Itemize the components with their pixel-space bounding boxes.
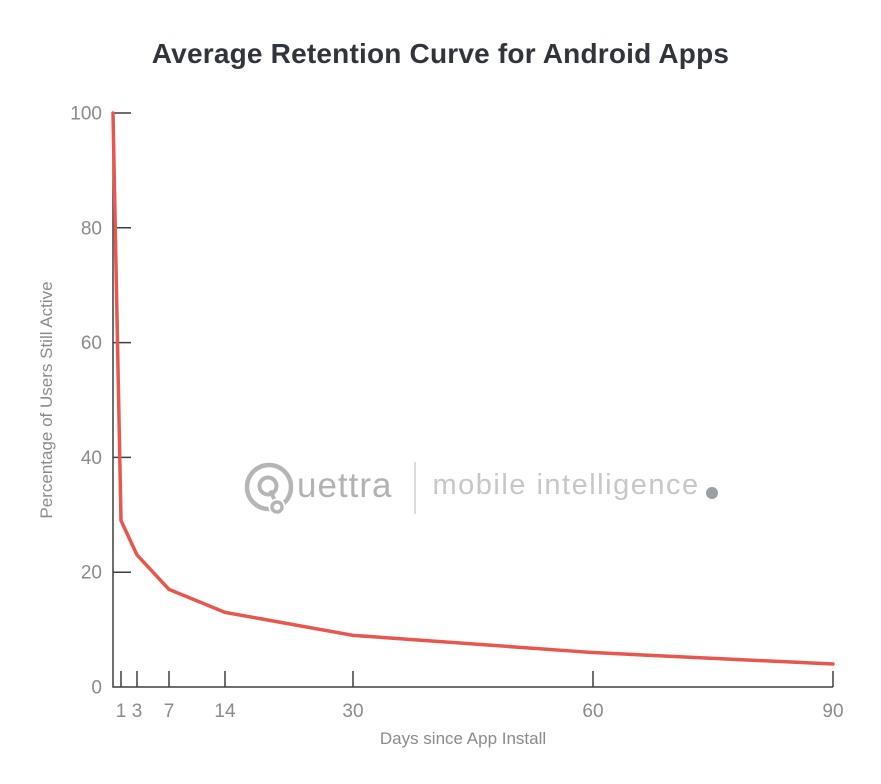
- x-axis-ticks: 1 3 7 14 30 60 90: [116, 671, 844, 722]
- y-axis-ticks: 0 20 40 60 80 100: [70, 104, 131, 699]
- y-tick-label: 0: [91, 678, 102, 699]
- x-axis-title: Days since App Install: [379, 729, 547, 748]
- quettra-watermark: uettra mobile intelligence: [243, 455, 718, 521]
- y-axis-title: Percentage of Users Still Active: [37, 281, 56, 519]
- quettra-q-logo-icon: [244, 462, 294, 515]
- quettra-wordmark: uettra: [297, 465, 393, 505]
- x-tick-label: 1: [116, 701, 127, 722]
- y-tick-label: 40: [81, 448, 102, 469]
- x-tick-label: 7: [164, 701, 175, 722]
- retention-line-series: [111, 111, 835, 666]
- x-tick-label: 3: [132, 701, 143, 722]
- y-tick-label: 100: [70, 104, 102, 125]
- chart-title: Average Retention Curve for Android Apps: [151, 38, 730, 69]
- axis-spine: [112, 113, 833, 688]
- watermark-tagline: mobile intelligence: [432, 468, 700, 501]
- y-tick-label: 20: [81, 563, 102, 584]
- x-tick-label: 14: [214, 701, 236, 722]
- watermark-divider: [413, 462, 416, 514]
- x-tick-label: 30: [342, 701, 363, 722]
- x-tick-label: 60: [582, 701, 603, 722]
- y-tick-label: 60: [81, 333, 102, 354]
- tagline-period-dot: [705, 487, 718, 499]
- y-tick-label: 80: [81, 218, 102, 239]
- axes: [112, 113, 833, 688]
- x-tick-label: 90: [822, 701, 843, 722]
